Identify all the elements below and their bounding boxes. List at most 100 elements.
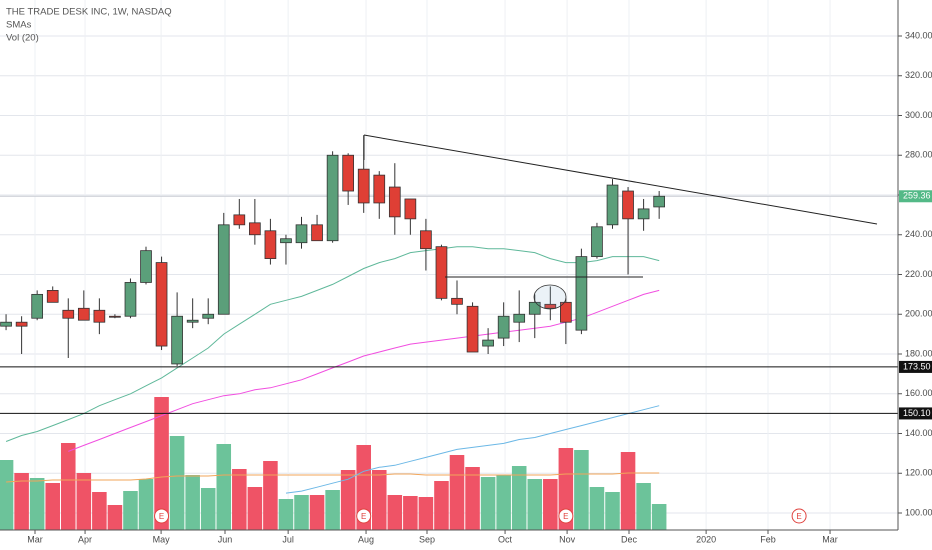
x-tick-label: May	[153, 534, 171, 544]
last-price-label: 259.36	[903, 191, 931, 201]
y-tick-label: 340.00	[905, 30, 932, 40]
x-tick-label: Apr	[78, 534, 92, 544]
volume-bar	[216, 444, 232, 530]
level-price-label: 150.10	[903, 408, 931, 418]
earnings-marker-label: E	[796, 512, 801, 521]
volume-bar	[76, 473, 92, 530]
trend-line	[363, 134, 878, 225]
candle-body	[109, 315, 121, 318]
volume-bar	[138, 479, 154, 530]
candle-body	[606, 184, 619, 226]
candle-body	[497, 315, 510, 339]
x-tick-label: Mar	[822, 534, 838, 544]
candle-body	[311, 224, 323, 242]
y-tick-label: 320.00	[905, 70, 932, 80]
candle-body	[140, 250, 152, 283]
candle-body	[637, 208, 650, 220]
volume-bar	[123, 491, 138, 530]
candle-body	[622, 190, 634, 220]
volume-bar	[387, 495, 403, 530]
volume-bar	[29, 478, 45, 530]
earnings-marker	[154, 508, 170, 524]
volume-bar	[45, 483, 60, 530]
candle-body	[373, 174, 386, 204]
candle-body	[342, 154, 355, 192]
volume-ma-line	[6, 472, 660, 483]
volume-bar	[620, 452, 636, 530]
y-tick-label: 200.00	[905, 309, 932, 319]
candle-body	[15, 321, 28, 327]
candle-body	[186, 319, 199, 323]
candle-body	[77, 307, 90, 321]
candle-body	[233, 214, 246, 226]
candle-body	[31, 293, 44, 319]
y-tick-label: 180.00	[905, 348, 932, 358]
x-tick-label: Sep	[419, 534, 435, 544]
volume-bar	[340, 470, 356, 530]
volume-bar	[418, 497, 434, 530]
candle-body	[528, 301, 541, 315]
x-tick-label: Nov	[559, 534, 576, 544]
candle-body	[295, 224, 308, 244]
volume-bar	[294, 495, 309, 530]
candle-body	[560, 301, 572, 323]
volume-bar	[154, 397, 169, 530]
volume-bar	[465, 467, 480, 530]
candle-body	[0, 321, 12, 327]
x-tick-label: Mar	[27, 534, 43, 544]
volume-bar	[636, 483, 651, 530]
candle-body	[544, 303, 557, 309]
volume-bar	[107, 505, 123, 530]
x-tick-label: Dec	[621, 534, 638, 544]
chart-title: THE TRADE DESK INC, 1W, NASDAQ	[6, 7, 172, 18]
candle-body	[155, 262, 168, 347]
candle-body	[326, 154, 339, 242]
candles	[0, 135, 665, 366]
candle-body	[264, 230, 277, 260]
volume-bar	[263, 461, 278, 530]
candle-body	[124, 282, 137, 317]
candle-body	[202, 313, 215, 319]
candle-body	[513, 313, 526, 323]
candle-body	[482, 339, 494, 347]
candle-body	[217, 224, 230, 315]
candle-body	[451, 297, 463, 305]
earnings-marker-label: E	[159, 512, 164, 521]
earnings-marker	[356, 508, 372, 524]
candle-body	[62, 309, 75, 319]
candle-body	[249, 222, 261, 236]
volume-bar	[0, 460, 14, 530]
candle-body	[653, 195, 665, 208]
indicator-label: Vol (20)	[6, 33, 39, 44]
volume-bar	[232, 469, 247, 530]
volume-bar	[169, 436, 185, 530]
volume-bar	[480, 477, 496, 530]
earnings-marker-label: E	[563, 512, 568, 521]
candle-body	[575, 256, 588, 331]
earnings-marker-label: E	[361, 512, 366, 521]
volume-bar	[434, 481, 449, 530]
volume-pane	[0, 397, 667, 530]
volume-bar	[247, 487, 263, 530]
volume-bar	[92, 492, 107, 530]
volume-bar	[511, 466, 527, 530]
volume-bar	[605, 492, 620, 530]
x-tick-label: Jul	[282, 534, 294, 544]
candle-body	[93, 309, 106, 323]
candle-body	[357, 168, 370, 204]
volume-bar	[371, 470, 387, 530]
volume-bar	[309, 495, 325, 530]
sma-line	[285, 405, 660, 494]
earnings-marker	[791, 508, 807, 524]
y-tick-label: 240.00	[905, 229, 932, 239]
candle-body	[280, 238, 292, 244]
volume-bar	[185, 475, 200, 530]
level-price-box	[899, 360, 932, 373]
x-tick-label: Oct	[498, 534, 513, 544]
volume-bar	[200, 488, 216, 530]
y-tick-label: 120.00	[905, 468, 932, 478]
sma-line	[5, 246, 660, 442]
x-tick-label: Aug	[358, 534, 374, 544]
candle-body	[46, 290, 59, 303]
